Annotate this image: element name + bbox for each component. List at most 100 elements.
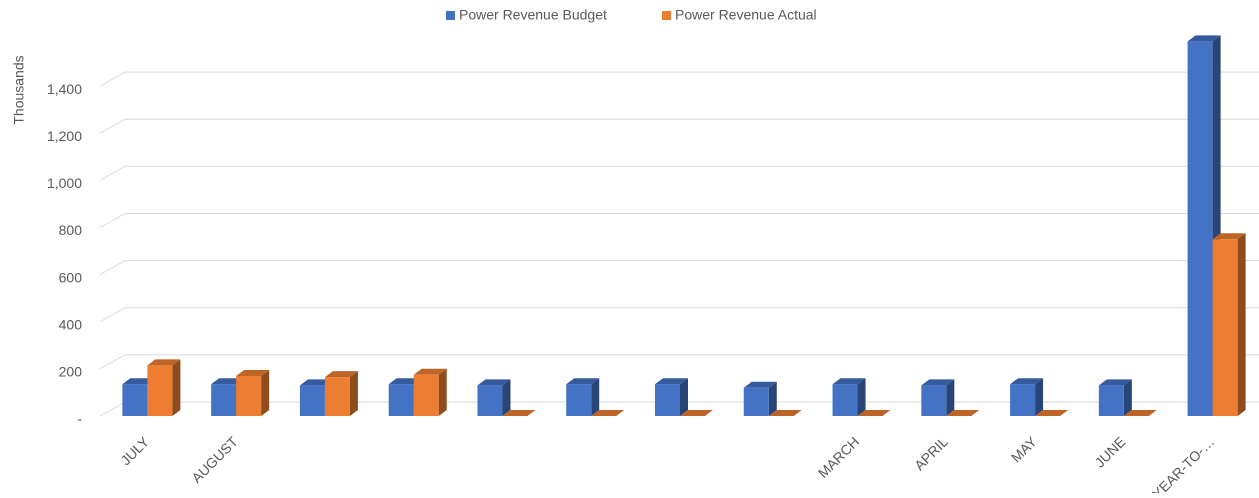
bar [477,379,511,416]
bar [921,379,955,416]
bar-side [1123,379,1132,416]
bar-top [147,359,181,366]
bar [147,359,181,416]
bar [1212,233,1246,416]
bar-top [832,378,866,385]
bar-front [743,387,769,416]
y-tick-label: 1,200 [47,128,82,144]
x-tick-label: MARCH [815,433,863,481]
bar [1010,378,1044,416]
bar-top [502,410,536,416]
bar-top [1035,410,1069,416]
bar-side [946,379,955,416]
y-tick-label: 1,000 [47,175,82,191]
bar [566,378,600,416]
bar-front [832,384,858,416]
bar [857,410,891,416]
bar-top [1123,410,1157,416]
y-tick-label: 600 [59,269,83,285]
legend-swatch [662,11,671,20]
bar-side [1035,378,1044,416]
bar-side [261,369,270,416]
bar-top [591,410,625,416]
grid-line [99,71,126,87]
y-tick-label: - [77,411,82,427]
bar-front [324,377,350,416]
y-tick-label: 800 [59,222,83,238]
bar [1098,379,1132,416]
y-tick-label: 1,400 [47,81,82,97]
bar-top [299,379,333,386]
bar-top [680,410,713,416]
bar-top [413,368,447,375]
bar-front [388,384,414,416]
grid-line [99,354,126,370]
bar [1123,410,1157,416]
bar-top [1212,233,1246,240]
bar-side [349,371,358,416]
y-tick-label: 400 [59,316,83,332]
bar-side [502,379,511,416]
bar-side [591,378,600,416]
bar-front [1212,239,1238,416]
bar-front [1098,385,1124,416]
bar-front [122,384,148,416]
bar-top [1010,378,1044,385]
bar-front [1010,384,1036,416]
bar [591,410,625,416]
y-axis-label: Thousands [11,55,27,124]
bar-top [236,369,270,376]
x-tick-label: MAY [1008,433,1040,465]
bar [413,368,447,416]
bar [1035,410,1069,416]
grid-line [99,165,126,181]
bar-top [857,410,891,416]
bar-top [122,378,156,385]
bar [768,410,802,416]
bar-side [1237,233,1246,416]
bar-top [768,410,802,416]
x-tick-label: YEAR-TO-… [1149,433,1217,493]
bar [946,410,980,416]
bar-top [1098,379,1132,386]
bar [324,371,358,416]
grid-line [99,307,126,323]
x-tick-label: JULY [117,433,152,468]
bar-side [680,378,688,416]
x-tick-label: JUNE [1091,433,1128,470]
bar-top [324,371,358,378]
bar-front [299,385,325,416]
bar-side [768,381,777,416]
legend-swatch [446,11,455,20]
x-tick-label: AUGUST [188,433,241,486]
bar-top [655,378,688,385]
bar-front [1187,41,1213,416]
bar-top [211,378,245,385]
bar [743,381,777,416]
bar-side [172,359,181,416]
bar-top [388,378,422,385]
bar [832,378,866,416]
grid-line [99,260,126,276]
bar-top [921,379,955,386]
legend-label: Power Revenue Budget [459,7,607,23]
bar-side [438,368,447,416]
bar-front [413,374,439,416]
bar [680,410,713,416]
bar-top [566,378,600,385]
bar-front [477,385,503,416]
bar-front [566,384,592,416]
grid-line [99,401,126,417]
grid-line [99,213,126,228]
x-tick-label: APRIL [911,433,951,473]
bar-top [743,381,777,388]
bar [502,410,536,416]
y-tick-label: 200 [59,364,83,380]
legend-label: Power Revenue Actual [675,7,817,23]
bar-side [857,378,866,416]
bar-front [211,384,237,416]
bar [655,378,688,416]
grid-line [99,118,126,134]
bar-top [477,379,511,386]
